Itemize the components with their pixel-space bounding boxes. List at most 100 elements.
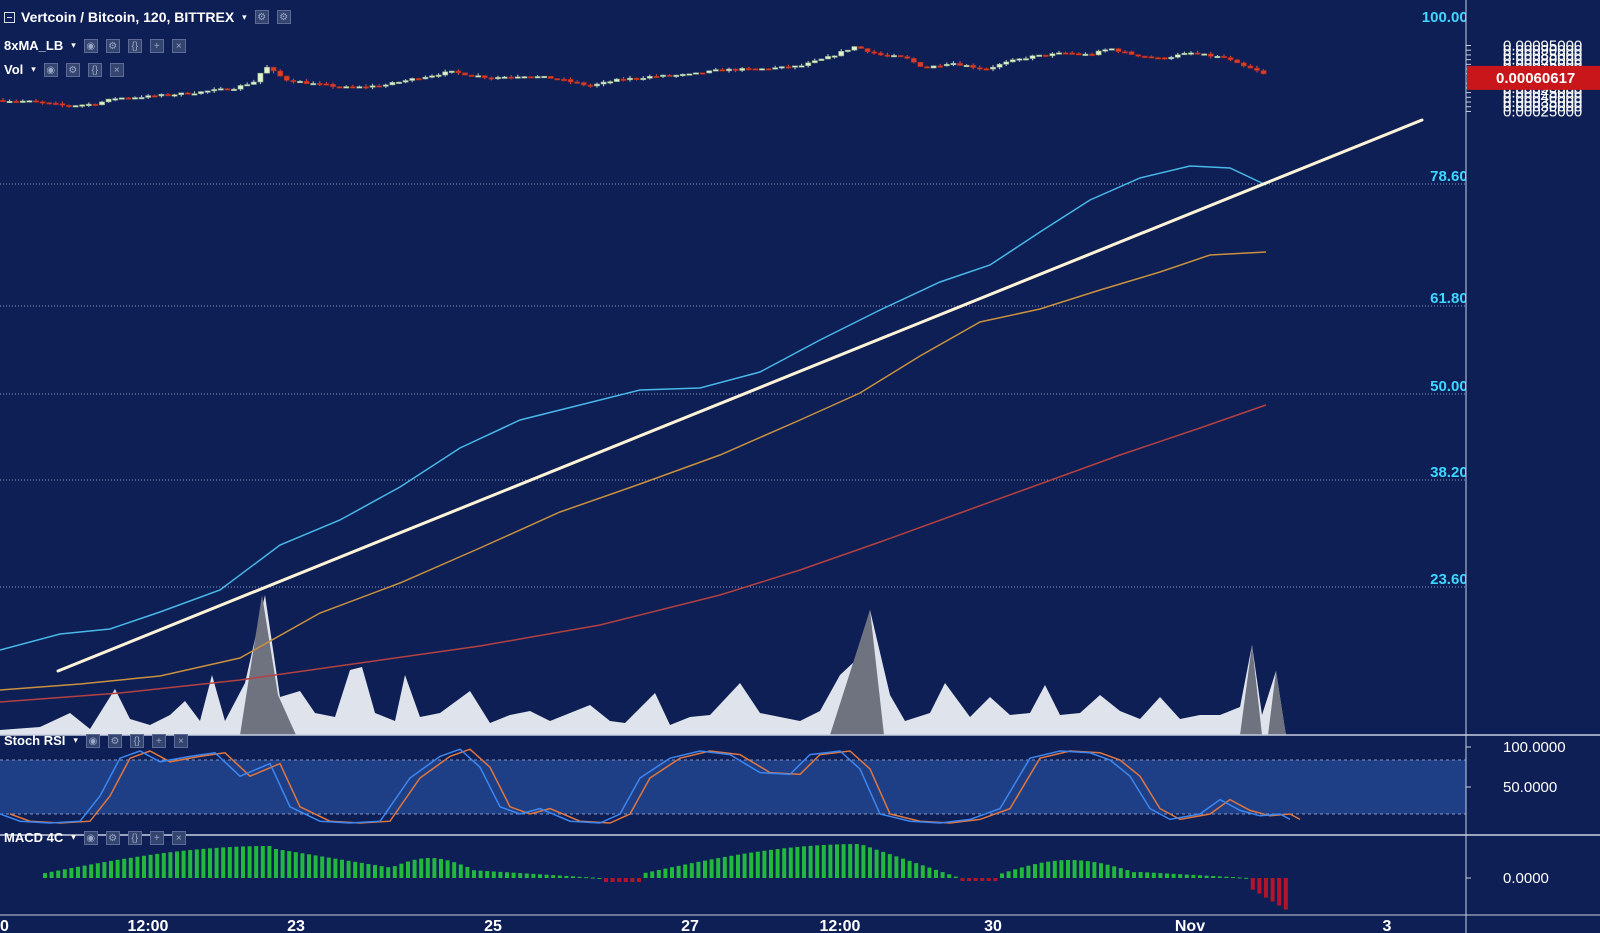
chevron-down-icon[interactable]: ▾ [71, 832, 76, 842]
candle[interactable] [1128, 50, 1135, 55]
settings-icon[interactable]: ⚙ [254, 10, 269, 24]
candle[interactable] [468, 74, 475, 77]
candle[interactable] [297, 80, 303, 84]
candle[interactable] [627, 75, 633, 82]
candle[interactable] [363, 84, 369, 90]
candle[interactable] [686, 73, 693, 76]
candle[interactable] [587, 83, 594, 88]
candle[interactable] [336, 86, 343, 89]
candle[interactable] [171, 93, 178, 98]
candle[interactable] [250, 79, 257, 85]
candle[interactable] [825, 54, 831, 60]
candle[interactable] [316, 81, 323, 87]
indicator-label[interactable]: Stoch RSI [4, 733, 66, 748]
candle[interactable] [1009, 58, 1016, 63]
candle[interactable] [165, 92, 171, 97]
candle[interactable] [1155, 56, 1161, 60]
candle[interactable] [1201, 53, 1208, 56]
plus-icon[interactable]: + [151, 733, 166, 748]
candle[interactable] [871, 49, 878, 55]
candle[interactable] [191, 91, 198, 96]
stoch-legend[interactable]: Stoch RSI ▾ ◉ ⚙ {} + × [4, 733, 188, 748]
candle[interactable] [666, 74, 673, 77]
candle[interactable] [1148, 55, 1155, 59]
candle[interactable] [19, 99, 26, 103]
candle[interactable] [884, 52, 891, 58]
candle[interactable] [792, 65, 798, 70]
candle[interactable] [745, 66, 752, 71]
candle[interactable] [963, 64, 970, 68]
candle[interactable] [1036, 54, 1043, 57]
candle[interactable] [937, 63, 944, 68]
candle[interactable] [858, 46, 864, 49]
candle[interactable] [580, 81, 587, 87]
gear-icon[interactable]: ⚙ [105, 830, 120, 845]
candle[interactable] [594, 82, 600, 88]
candle[interactable] [138, 95, 145, 100]
candle[interactable] [435, 73, 442, 78]
eye-icon[interactable]: ◉ [83, 830, 98, 845]
candle[interactable] [633, 77, 640, 81]
candle[interactable] [1016, 58, 1023, 62]
source-icon[interactable]: {} [87, 62, 102, 77]
candle[interactable] [976, 65, 983, 71]
candle[interactable] [33, 99, 39, 103]
candle[interactable] [1089, 52, 1095, 57]
candle[interactable] [270, 66, 277, 74]
candle[interactable] [904, 55, 911, 60]
candle[interactable] [600, 80, 607, 87]
candle[interactable] [151, 94, 158, 98]
candle[interactable] [1108, 48, 1115, 51]
source-icon[interactable]: {} [129, 733, 144, 748]
candle[interactable] [798, 63, 805, 68]
candle[interactable] [607, 80, 614, 85]
candle[interactable] [699, 72, 706, 75]
candle[interactable] [396, 81, 402, 84]
candle[interactable] [244, 82, 251, 87]
close-icon[interactable]: × [173, 733, 188, 748]
candle[interactable] [72, 105, 79, 108]
candle[interactable] [1174, 52, 1181, 59]
candle[interactable] [448, 70, 455, 74]
candle[interactable] [59, 101, 66, 108]
candle[interactable] [495, 75, 501, 80]
candle[interactable] [85, 102, 92, 107]
candle[interactable] [343, 85, 350, 89]
candle[interactable] [1260, 69, 1267, 75]
candle[interactable] [765, 68, 772, 71]
candle[interactable] [488, 76, 495, 81]
chevron-down-icon[interactable]: ▾ [242, 11, 247, 22]
candle[interactable] [442, 69, 449, 77]
candle[interactable] [561, 77, 567, 82]
candle[interactable] [831, 55, 838, 59]
candle[interactable] [1227, 55, 1234, 62]
candle[interactable] [679, 73, 686, 77]
collapse-icon[interactable] [4, 11, 15, 23]
candle[interactable] [0, 98, 6, 103]
candle[interactable] [897, 55, 904, 58]
candle[interactable] [389, 81, 396, 86]
eye-icon[interactable]: ◉ [83, 38, 98, 53]
candle[interactable] [1062, 51, 1069, 55]
candle[interactable] [105, 98, 112, 103]
candle[interactable] [752, 68, 759, 71]
candle[interactable] [125, 96, 132, 100]
candle[interactable] [943, 62, 950, 67]
candle[interactable] [554, 78, 561, 81]
candle[interactable] [1115, 47, 1122, 54]
candle[interactable] [356, 85, 363, 89]
chevron-down-icon[interactable]: ▾ [73, 735, 78, 745]
candle[interactable] [158, 93, 165, 98]
candle[interactable] [1141, 55, 1148, 59]
candle[interactable] [481, 75, 488, 80]
candle[interactable] [402, 79, 409, 84]
candle[interactable] [528, 76, 534, 79]
candle[interactable] [811, 58, 818, 64]
candle[interactable] [66, 104, 72, 108]
gear-icon[interactable]: ⚙ [276, 10, 291, 24]
candle[interactable] [805, 60, 812, 68]
candle[interactable] [79, 104, 86, 108]
candle[interactable] [1056, 50, 1062, 55]
candle[interactable] [46, 102, 53, 105]
candle[interactable] [739, 67, 746, 72]
